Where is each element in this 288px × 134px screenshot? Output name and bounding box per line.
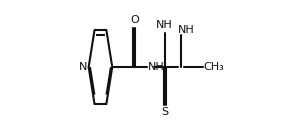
Text: NH: NH — [178, 25, 195, 35]
Text: NH: NH — [156, 20, 173, 30]
Text: CH₃: CH₃ — [204, 62, 224, 72]
Text: N: N — [79, 62, 87, 72]
Text: NH: NH — [148, 62, 165, 72]
Text: O: O — [130, 15, 139, 25]
Text: S: S — [161, 107, 168, 118]
